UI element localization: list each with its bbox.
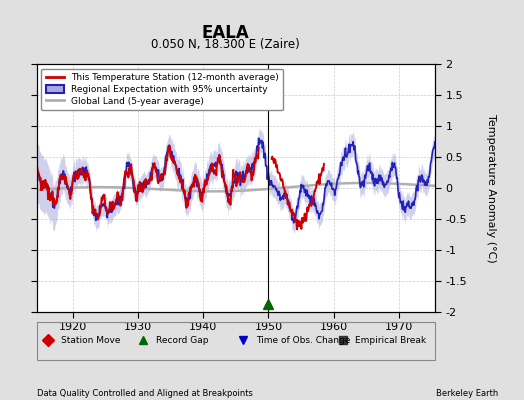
Legend: This Temperature Station (12-month average), Regional Expectation with 95% uncer: This Temperature Station (12-month avera… bbox=[41, 68, 283, 110]
Text: Empirical Break: Empirical Break bbox=[355, 336, 427, 345]
Text: EALA: EALA bbox=[201, 24, 249, 42]
Text: Time of Obs. Change: Time of Obs. Change bbox=[256, 336, 350, 345]
Y-axis label: Temperature Anomaly (°C): Temperature Anomaly (°C) bbox=[486, 114, 496, 262]
Text: Berkeley Earth: Berkeley Earth bbox=[435, 389, 498, 398]
Text: Station Move: Station Move bbox=[61, 336, 120, 345]
Text: Data Quality Controlled and Aligned at Breakpoints: Data Quality Controlled and Aligned at B… bbox=[37, 389, 253, 398]
Text: Record Gap: Record Gap bbox=[156, 336, 209, 345]
Text: 0.050 N, 18.300 E (Zaire): 0.050 N, 18.300 E (Zaire) bbox=[151, 38, 300, 51]
